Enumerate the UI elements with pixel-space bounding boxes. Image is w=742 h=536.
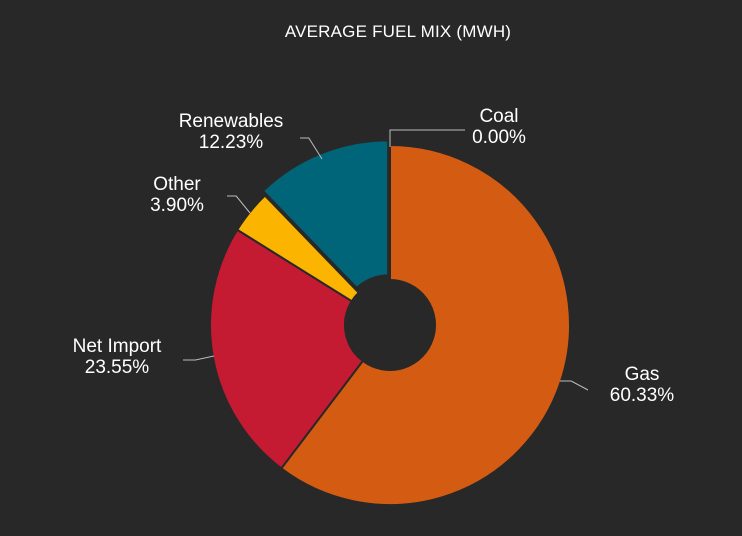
slice-name-label-gas: Gas: [625, 364, 660, 385]
slice-name-label-coal: Coal: [479, 106, 518, 127]
leader-line-net-import: [183, 355, 215, 361]
slice-name-label-other: Other: [153, 174, 201, 195]
leader-line-renewables: [300, 137, 323, 160]
slice-renewables[interactable]: [261, 139, 390, 290]
slice-gas[interactable]: [279, 143, 571, 506]
slice-name-label-renewables: Renewables: [179, 111, 284, 132]
leader-line-gas: [560, 380, 589, 391]
slice-value-label-other: 3.90%: [150, 195, 204, 216]
chart-title: AVERAGE FUEL MIX (MWH): [284, 22, 512, 41]
slice-other[interactable]: [235, 194, 361, 303]
slice-value-label-net-import: 23.55%: [85, 357, 150, 378]
slice-net-import[interactable]: [209, 228, 365, 470]
slice-name-label-net-import: Net Import: [73, 336, 162, 357]
leader-line-coal: [389, 129, 465, 147]
slice-value-label-coal: 0.00%: [472, 127, 526, 148]
slice-value-label-gas: 60.33%: [610, 385, 675, 406]
slice-value-label-renewables: 12.23%: [199, 132, 264, 153]
leader-line-other: [227, 195, 251, 214]
